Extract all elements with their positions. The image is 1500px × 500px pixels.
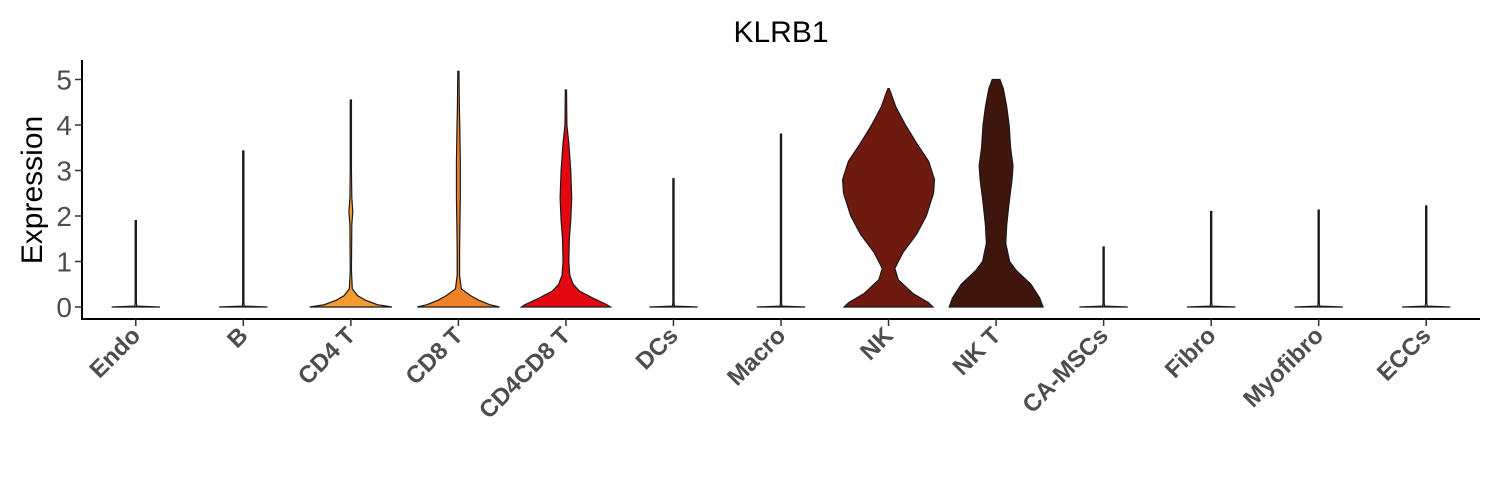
- violin-myofibro: [1294, 209, 1343, 308]
- x-tick-label: NK T: [948, 322, 1007, 381]
- x-tick-label: Fibro: [1160, 322, 1222, 384]
- y-tick-label: 2: [56, 201, 72, 232]
- x-tick-label: CD4 T: [293, 322, 361, 390]
- x-tick-label: DCs: [631, 322, 684, 375]
- x-axis: Endo B CD4 T CD8 T CD4CD8 T DCs Macro NK NK T CA-…: [81, 318, 1480, 424]
- y-axis: 0 1 2 3 4 5: [56, 60, 83, 323]
- x-tick-label: Endo: [85, 322, 147, 384]
- y-tick-label: 0: [56, 292, 72, 323]
- violin-macro: [756, 133, 806, 308]
- y-tick-label: 3: [56, 156, 72, 187]
- violin-nk-t: [948, 78, 1044, 308]
- violin-cd8-t: [417, 70, 500, 308]
- x-tick-label: ECCs: [1372, 322, 1436, 386]
- violin-ca-mscs: [1079, 246, 1128, 308]
- y-tick-label: 1: [56, 247, 72, 278]
- violin-eccs: [1402, 205, 1451, 308]
- chart-title: KLRB1: [733, 16, 828, 49]
- violin-fibro: [1186, 210, 1236, 308]
- violin-dcs: [649, 178, 698, 308]
- y-tick-label: 5: [56, 65, 72, 96]
- x-tick-label: CD4CD8 T: [474, 322, 576, 424]
- violin-endo: [111, 219, 160, 308]
- x-tick-label: Myofibro: [1238, 322, 1329, 413]
- x-tick-label: B: [222, 322, 253, 353]
- x-tick-label: CA-MSCs: [1017, 322, 1113, 418]
- violin-cd4cd8-t: [519, 89, 613, 308]
- x-tick-label: NK: [855, 322, 899, 366]
- x-tick-label: CD8 T: [401, 322, 469, 390]
- y-axis-label: Expression: [16, 116, 49, 264]
- y-tick-label: 4: [56, 110, 72, 141]
- violin-cd4-t: [309, 99, 393, 308]
- violin-b: [219, 150, 268, 308]
- x-tick-label: Macro: [722, 322, 791, 391]
- violin-nk: [841, 88, 936, 308]
- violins-group: [111, 70, 1451, 308]
